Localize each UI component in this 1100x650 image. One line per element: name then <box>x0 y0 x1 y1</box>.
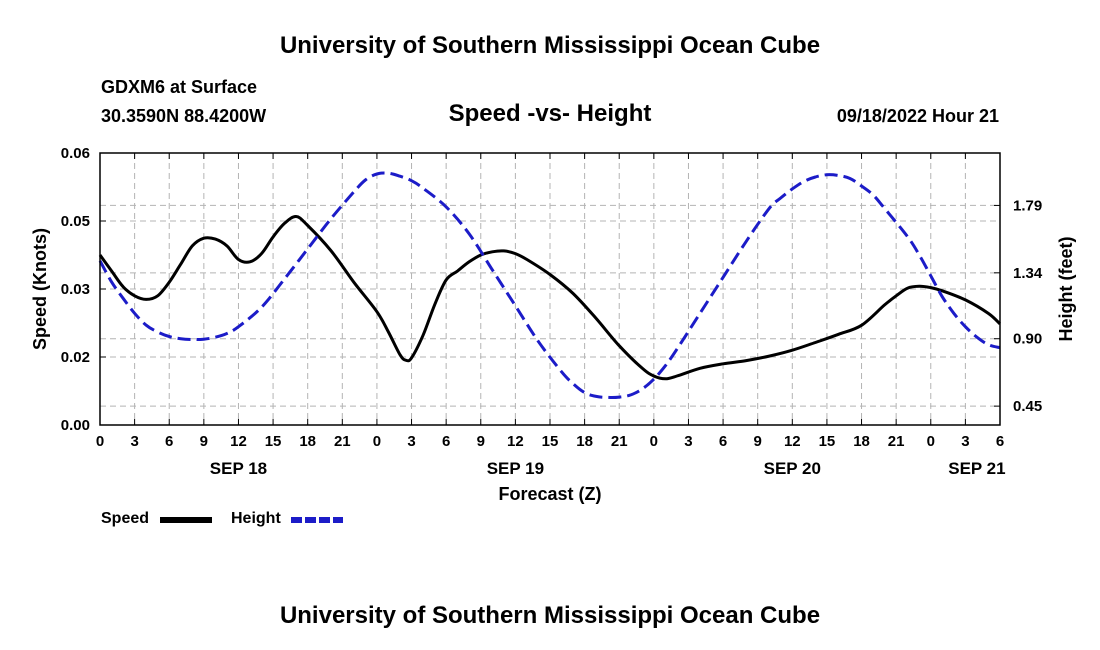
y-axis-label: Speed (Knots) <box>30 228 50 350</box>
x-tick-label: 6 <box>719 433 727 450</box>
y2-tick-label: 1.79 <box>1013 197 1042 214</box>
x-tick-label: 18 <box>576 433 593 450</box>
axis-ticks: 0 3 6 9 12 15 18 21 0 3 6 9 12 15 18 21 0 3 6 9 12 15 18 21 0 3 6 S… <box>61 145 1043 478</box>
x-tick-label: 3 <box>130 433 138 450</box>
x-tick-label: 9 <box>754 433 762 450</box>
x-axis-label: Forecast (Z) <box>498 484 601 504</box>
x-tick-label: 6 <box>442 433 450 450</box>
y2-tick-label: 0.90 <box>1013 331 1042 348</box>
y2-tick-label: 1.34 <box>1013 265 1043 282</box>
x-tick-label: 0 <box>650 433 658 450</box>
x-date-label: SEP 18 <box>210 459 267 478</box>
chart-title: Speed -vs- Height <box>448 100 652 127</box>
x-tick-label: 9 <box>200 433 208 450</box>
x-tick-label: 12 <box>507 433 524 450</box>
x-tick-label: 18 <box>853 433 870 450</box>
grid <box>100 153 1000 425</box>
x-tick-label: 15 <box>542 433 559 450</box>
legend-height-label: Height <box>231 510 281 527</box>
location-label: 30.3590N 88.4200W <box>101 106 267 126</box>
x-tick-label: 21 <box>611 433 628 450</box>
height-series-line <box>98 171 1001 400</box>
legend-speed-swatch <box>160 517 212 523</box>
x-tick-label: 12 <box>230 433 247 450</box>
y-tick-label: 0.03 <box>61 281 90 298</box>
legend-speed-label: Speed <box>101 510 150 527</box>
speed-height-chart: 0 3 6 9 12 15 18 21 0 3 6 9 12 15 18 21 0 3 6 9 12 15 18 21 0 3 6 S… <box>30 145 1076 504</box>
y-tick-label: 0.06 <box>61 145 90 162</box>
x-date-label: SEP 20 <box>764 459 821 478</box>
x-tick-label: 18 <box>299 433 316 450</box>
x-tick-label: 3 <box>407 433 415 450</box>
x-tick-label: 21 <box>888 433 905 450</box>
series-layer <box>98 171 1002 400</box>
speed-series-line <box>98 214 1002 381</box>
x-tick-label: 3 <box>961 433 969 450</box>
y2-axis-label: Height (feet) <box>1056 237 1076 342</box>
legend-height-swatch <box>291 517 343 523</box>
x-tick-label: 9 <box>477 433 485 450</box>
station-label: GDXM6 at Surface <box>101 77 258 97</box>
x-tick-label: 3 <box>684 433 692 450</box>
x-tick-label: 15 <box>265 433 282 450</box>
x-tick-label: 15 <box>819 433 836 450</box>
y-tick-label: 0.05 <box>61 213 90 230</box>
x-tick-label: 6 <box>165 433 173 450</box>
x-tick-label: 0 <box>927 433 935 450</box>
page-title: University of Southern Mississippi Ocean… <box>279 32 821 59</box>
x-tick-label: 12 <box>784 433 801 450</box>
x-tick-label: 21 <box>334 433 351 450</box>
x-date-label: SEP 21 <box>948 459 1005 478</box>
y-tick-label: 0.00 <box>61 417 90 434</box>
x-tick-label: 0 <box>96 433 104 450</box>
y2-tick-label: 0.45 <box>1013 398 1042 415</box>
footer-title: University of Southern Mississippi Ocean… <box>279 602 821 629</box>
y-tick-label: 0.02 <box>61 349 90 366</box>
x-tick-label: 6 <box>996 433 1004 450</box>
x-tick-label: 0 <box>373 433 381 450</box>
valid-time-label: 09/18/2022 Hour 21 <box>836 106 999 126</box>
x-date-label: SEP 19 <box>487 459 544 478</box>
